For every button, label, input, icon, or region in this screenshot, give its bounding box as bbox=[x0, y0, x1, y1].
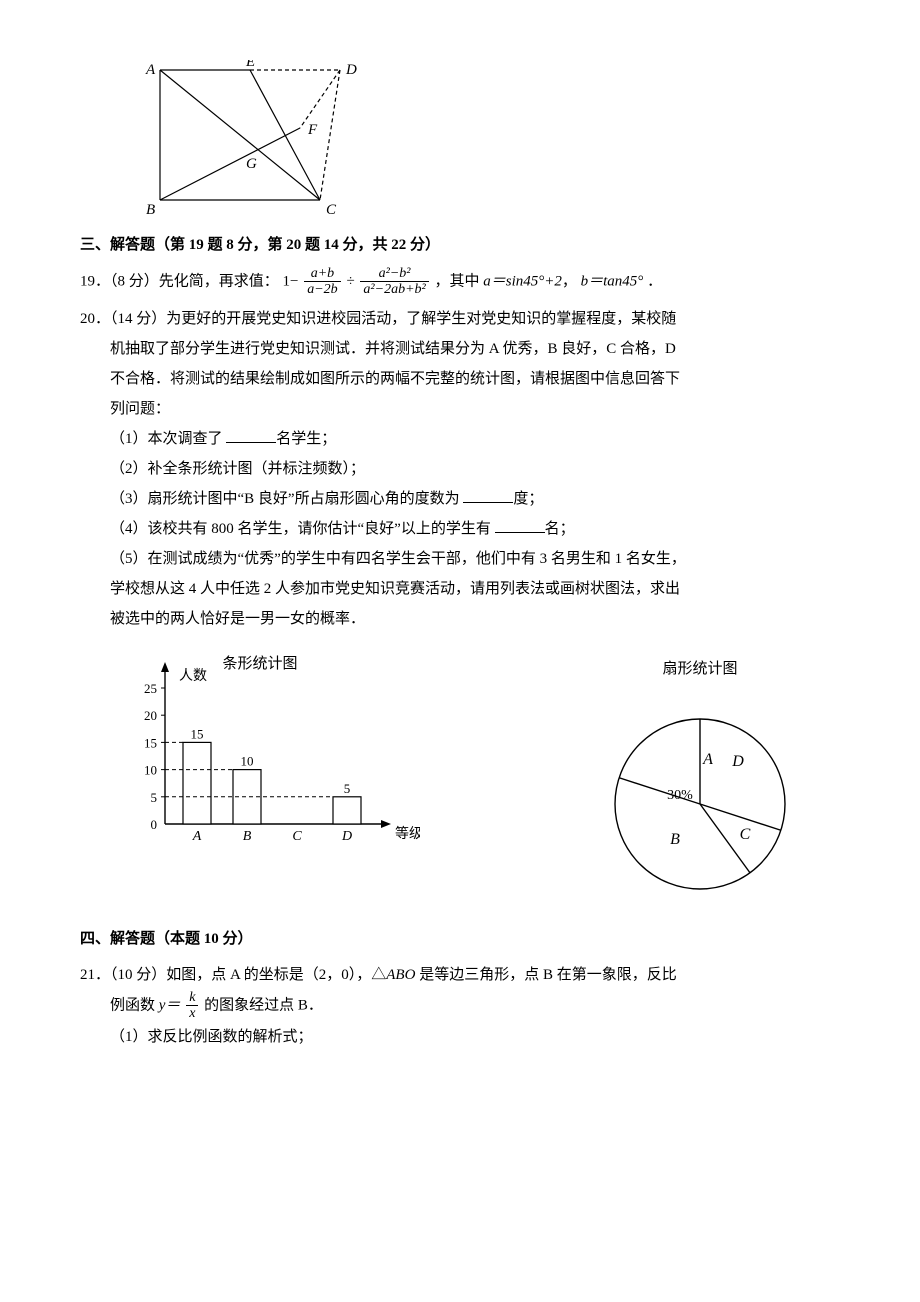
svg-text:条形统计图: 条形统计图 bbox=[222, 655, 297, 672]
svg-text:0: 0 bbox=[151, 817, 158, 832]
q19-aeq: a＝sin45°+2 bbox=[483, 273, 562, 289]
section4-header: 四、解答题（本题 10 分） bbox=[80, 924, 840, 954]
q20-l1: 20．（14 分）为更好的开展党史知识进校园活动，了解学生对党史知识的掌握程度，… bbox=[80, 304, 840, 334]
q21-frac-num: k bbox=[186, 990, 198, 1006]
problem-21: 21．（10 分）如图，点 A 的坐标是（2，0），△ABO 是等边三角形，点 … bbox=[80, 960, 840, 1052]
q20-s1: （1）本次调查了 名学生； bbox=[110, 424, 840, 454]
q19-lead: 1− bbox=[283, 273, 299, 289]
svg-text:B: B bbox=[243, 829, 252, 844]
q19-beq: b＝tan45° bbox=[581, 273, 644, 289]
q20-l3: 不合格．将测试的结果绘制成如图所示的两幅不完整的统计图，请根据图中信息回答下 bbox=[110, 364, 840, 394]
svg-text:10: 10 bbox=[241, 753, 254, 768]
svg-text:C: C bbox=[740, 826, 751, 843]
svg-text:25: 25 bbox=[144, 681, 157, 696]
q21-l1c: 是等边三角形，点 B 在第一象限，反比 bbox=[415, 967, 676, 983]
q21-frac-den: x bbox=[186, 1006, 198, 1021]
q20-s5b: 学校想从这 4 人中任选 2 人参加市党史知识竞赛活动，请用列表法或画树状图法，… bbox=[110, 574, 840, 604]
pie-chart-wrap: 扇形统计图 A30%DCB bbox=[580, 654, 820, 914]
q20-l4: 列问题： bbox=[110, 394, 840, 424]
problem-20: 20．（14 分）为更好的开展党史知识进校园活动，了解学生对党史知识的掌握程度，… bbox=[80, 304, 840, 634]
q19-frac1-num: a+b bbox=[304, 266, 340, 282]
svg-text:G: G bbox=[246, 156, 257, 172]
q21-l2: 例函数 y＝ k x 的图象经过点 B． bbox=[110, 990, 840, 1022]
svg-text:C: C bbox=[326, 202, 337, 218]
problem-19: 19．（8 分）先化简，再求值： 1− a+b a−2b ÷ a²−b² a²−… bbox=[80, 266, 840, 298]
svg-text:B: B bbox=[670, 831, 680, 848]
q20-s3: （3）扇形统计图中“B 良好”所占扇形圆心角的度数为 度； bbox=[110, 484, 840, 514]
q21-yeq: y＝ bbox=[159, 997, 181, 1013]
svg-text:10: 10 bbox=[144, 762, 157, 777]
svg-text:15: 15 bbox=[144, 735, 157, 750]
geom-svg: A E D B C F G bbox=[140, 60, 360, 220]
svg-text:B: B bbox=[146, 202, 155, 218]
svg-text:C: C bbox=[292, 829, 302, 844]
q19-frac2: a²−b² a²−2ab+b² bbox=[360, 266, 428, 298]
q20-l2-text: 机抽取了部分学生进行党史知识测试．并将测试结果分为 A 优秀，B 良好，C 合格… bbox=[110, 341, 676, 357]
svg-text:人数: 人数 bbox=[179, 668, 207, 684]
svg-text:20: 20 bbox=[144, 708, 157, 723]
q21-s1: （1）求反比例函数的解析式； bbox=[110, 1022, 840, 1052]
q19-div: ÷ bbox=[346, 273, 358, 289]
q19-frac1: a+b a−2b bbox=[304, 266, 340, 298]
q20-s1b: 名学生； bbox=[276, 431, 336, 447]
q19-prefix: 19．（8 分）先化简，再求值： bbox=[80, 273, 279, 289]
q20-s4a: （4）该校共有 800 名学生，请你估计“良好”以上的学生有 bbox=[110, 521, 495, 537]
svg-text:A: A bbox=[145, 62, 156, 78]
q19-period: ． bbox=[647, 273, 662, 289]
svg-text:A: A bbox=[192, 829, 202, 844]
q19-frac2-den: a²−2ab+b² bbox=[360, 282, 428, 297]
charts-row: 条形统计图人数等级051015202515A10BC5D 扇形统计图 A30%D… bbox=[120, 654, 820, 914]
q21-l1a: 21．（10 分）如图，点 A 的坐标是（2，0），△ bbox=[80, 967, 386, 983]
q19-frac1-den: a−2b bbox=[304, 282, 340, 297]
q21-frac: k x bbox=[186, 990, 198, 1022]
svg-text:E: E bbox=[245, 60, 255, 70]
svg-text:D: D bbox=[731, 753, 744, 770]
geometry-figure: A E D B C F G bbox=[140, 60, 840, 220]
blank-3 bbox=[495, 517, 545, 533]
bar-chart-wrap: 条形统计图人数等级 0 5 10 15 20 25 15 A 10 B C 5 D bbox=[120, 654, 420, 864]
q20-s3a: （3）扇形统计图中“B 良好”所占扇形圆心角的度数为 bbox=[110, 491, 463, 507]
q20-s5a: （5）在测试成绩为“优秀”的学生中有四名学生会干部，他们中有 3 名男生和 1 … bbox=[110, 544, 840, 574]
pie-chart: A30%DCB bbox=[580, 684, 820, 914]
pie-title: 扇形统计图 bbox=[580, 654, 820, 684]
q21-l2b: 的图象经过点 B． bbox=[204, 997, 323, 1013]
q20-s5c: 被选中的两人恰好是一男一女的概率． bbox=[110, 604, 840, 634]
svg-text:F: F bbox=[307, 122, 318, 138]
q19-frac2-num: a²−b² bbox=[360, 266, 428, 282]
blank-1 bbox=[226, 427, 276, 443]
svg-text:5: 5 bbox=[344, 781, 351, 796]
bar-chart: 条形统计图人数等级 0 5 10 15 20 25 15 A 10 B C 5 D bbox=[120, 654, 420, 864]
q20-s4: （4）该校共有 800 名学生，请你估计“良好”以上的学生有 名； bbox=[110, 514, 840, 544]
q20-s1a: （1）本次调查了 bbox=[110, 431, 226, 447]
q20-l2: 机抽取了部分学生进行党史知识测试．并将测试结果分为 A 优秀，B 良好，C 合格… bbox=[110, 334, 840, 364]
blank-2 bbox=[463, 487, 513, 503]
q20-s3b: 度； bbox=[513, 491, 543, 507]
section3-header: 三、解答题（第 19 题 8 分，第 20 题 14 分，共 22 分） bbox=[80, 230, 840, 260]
q20-s2: （2）补全条形统计图（并标注频数）； bbox=[110, 454, 840, 484]
svg-text:D: D bbox=[341, 829, 352, 844]
q19-tail1: ，其中 bbox=[434, 273, 483, 289]
q20-s4b: 名； bbox=[545, 521, 575, 537]
svg-text:5: 5 bbox=[151, 790, 158, 805]
svg-text:A: A bbox=[702, 751, 713, 768]
q21-l2a: 例函数 bbox=[110, 997, 159, 1013]
svg-text:D: D bbox=[345, 62, 357, 78]
svg-text:15: 15 bbox=[191, 726, 204, 741]
svg-text:等级: 等级 bbox=[395, 825, 420, 842]
q21-l1: 21．（10 分）如图，点 A 的坐标是（2，0），△ABO 是等边三角形，点 … bbox=[80, 960, 840, 990]
q21-l1b: ABO bbox=[386, 967, 415, 983]
